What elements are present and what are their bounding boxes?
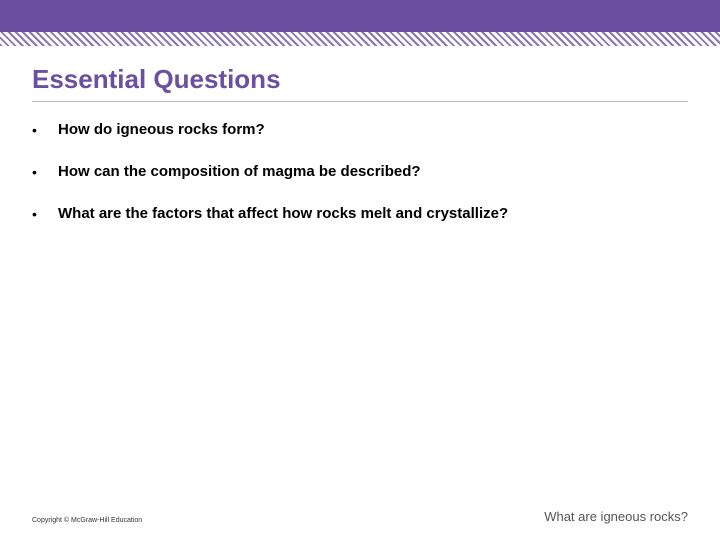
question-list: • How do igneous rocks form? • How can t… [32,120,688,224]
list-item: • What are the factors that affect how r… [32,204,688,224]
list-item: • How can the composition of magma be de… [32,162,688,182]
question-text: How can the composition of magma be desc… [58,162,421,182]
content-area: Essential Questions • How do igneous roc… [0,46,720,224]
title-divider [32,101,688,102]
header-bar [0,0,720,32]
hatch-strip [0,32,720,46]
footer-topic-text: What are igneous rocks? [544,509,688,524]
list-item: • How do igneous rocks form? [32,120,688,140]
footer: Copyright © McGraw-Hill Education What a… [0,509,720,524]
page-title: Essential Questions [32,64,688,95]
bullet-icon: • [32,162,58,182]
bullet-icon: • [32,120,58,140]
bullet-icon: • [32,204,58,224]
copyright-text: Copyright © McGraw-Hill Education [32,517,142,524]
question-text: What are the factors that affect how roc… [58,204,508,224]
question-text: How do igneous rocks form? [58,120,265,140]
